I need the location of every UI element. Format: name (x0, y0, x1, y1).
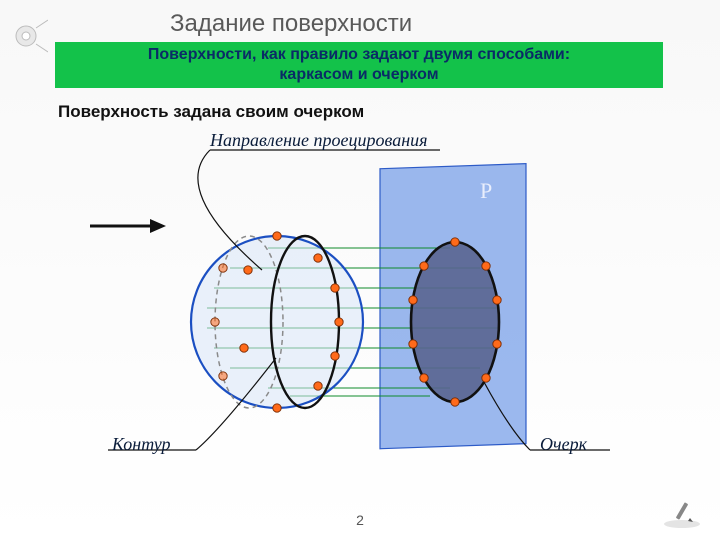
page-number: 2 (0, 512, 720, 528)
pen-icon (662, 500, 702, 530)
band-line-1: Поверхности, как правило задают двумя сп… (148, 45, 570, 65)
label-plane: P (480, 178, 492, 204)
highlight-band: Поверхности, как правило задают двумя сп… (55, 42, 663, 88)
band-line-2: каркасом и очерком (279, 65, 438, 85)
diagram-area: Направление проецирования P Контур Очерк (0, 130, 720, 490)
sub-heading: Поверхность задана своим очерком (58, 102, 364, 122)
diagram-svg (0, 130, 720, 490)
slide: Задание поверхности Поверхности, как пра… (0, 0, 720, 540)
corner-decoration-icon (8, 16, 48, 56)
label-projection-direction: Направление проецирования (210, 130, 428, 151)
label-contour: Контур (112, 434, 171, 455)
label-outline: Очерк (540, 434, 587, 455)
page-title: Задание поверхности (170, 10, 412, 38)
